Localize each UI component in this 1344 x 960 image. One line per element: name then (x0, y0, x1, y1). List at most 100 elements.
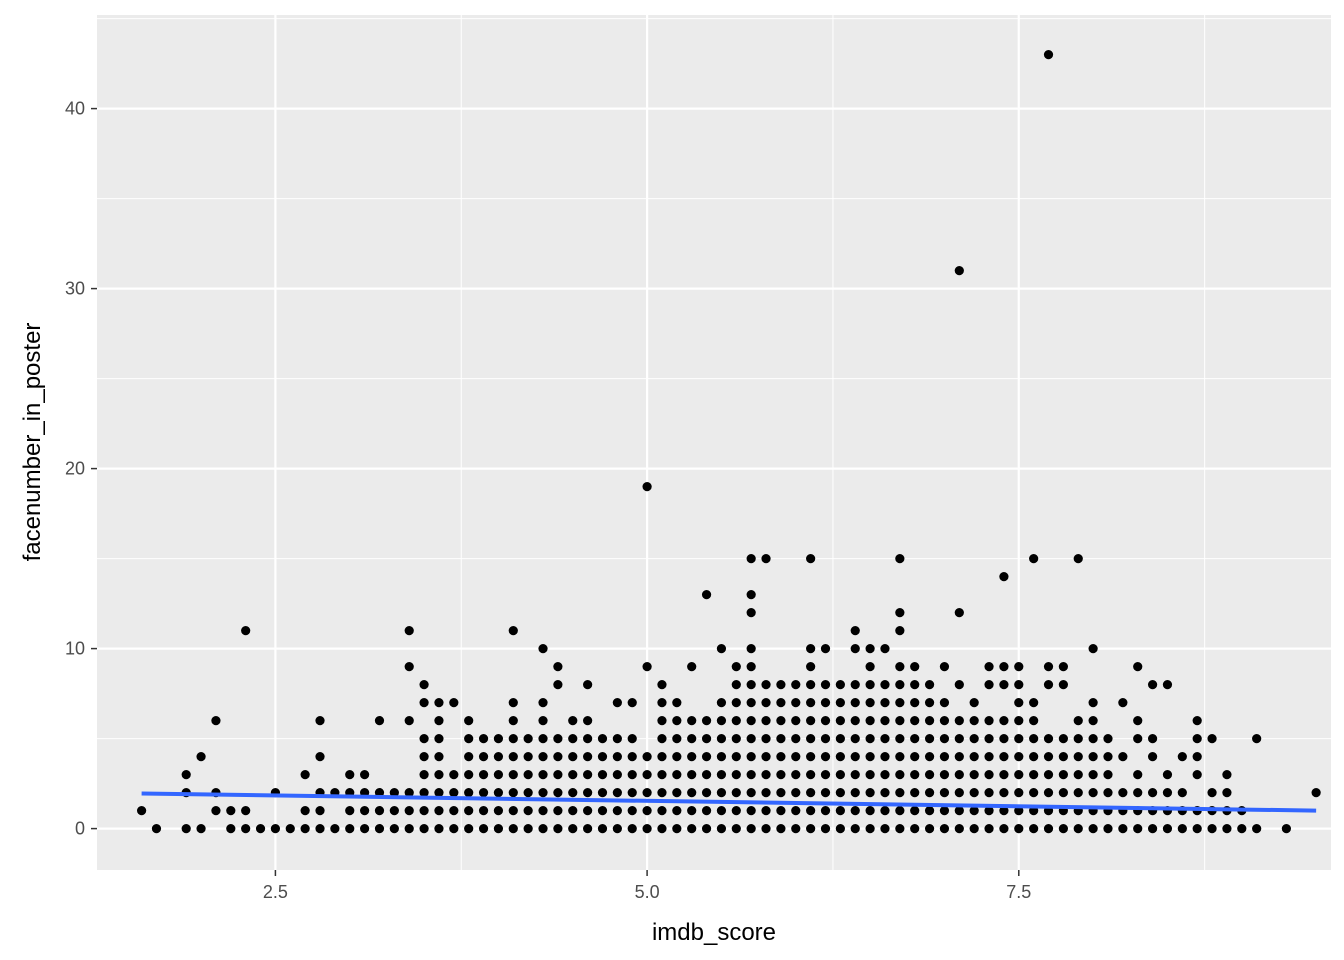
data-point (895, 716, 905, 726)
data-point (746, 680, 756, 690)
data-point (806, 806, 816, 816)
data-point (776, 824, 786, 834)
data-point (924, 806, 935, 816)
data-point (1014, 770, 1024, 780)
data-point (984, 824, 994, 834)
data-point (850, 626, 860, 636)
y-tick-label: 40 (65, 99, 85, 119)
data-point (984, 770, 994, 780)
data-point (211, 716, 221, 726)
data-point (627, 698, 637, 708)
data-point (404, 806, 414, 816)
data-point (612, 698, 622, 708)
data-point (1088, 716, 1098, 726)
data-point (270, 824, 281, 834)
data-point (1014, 662, 1024, 672)
data-point (895, 698, 905, 708)
data-point (1162, 824, 1173, 834)
data-point (776, 806, 786, 816)
data-point (984, 806, 994, 816)
data-point (820, 788, 831, 798)
data-point (1103, 734, 1113, 744)
data-point (226, 806, 236, 816)
data-point (835, 752, 845, 762)
data-point (746, 824, 756, 834)
data-point (1043, 770, 1054, 780)
data-point (865, 770, 875, 780)
data-point (1088, 644, 1098, 654)
data-point (345, 824, 355, 834)
data-point (1118, 824, 1128, 834)
data-point (939, 662, 950, 672)
data-point (954, 716, 964, 726)
data-point (315, 716, 325, 726)
data-point (627, 806, 637, 816)
data-point (583, 824, 593, 834)
data-point (969, 716, 979, 726)
data-point (657, 788, 667, 798)
data-point (672, 698, 682, 708)
data-point (672, 788, 682, 798)
data-point (419, 734, 429, 744)
data-point (672, 734, 682, 744)
data-point (716, 734, 727, 744)
data-point (374, 788, 385, 798)
data-point (776, 698, 786, 708)
data-point (508, 788, 518, 798)
data-point (865, 680, 875, 690)
data-point (1147, 788, 1158, 798)
data-point (568, 824, 578, 834)
data-point (1207, 788, 1217, 798)
data-point (642, 770, 652, 780)
data-point (716, 698, 727, 708)
data-point (895, 824, 905, 834)
data-point (761, 806, 771, 816)
data-point (597, 752, 608, 762)
data-point (895, 770, 905, 780)
data-point (1118, 752, 1128, 762)
data-point (568, 788, 578, 798)
data-point (1073, 752, 1083, 762)
data-point (939, 698, 950, 708)
data-point (1043, 680, 1054, 690)
data-point (1029, 752, 1039, 762)
data-point (241, 626, 251, 636)
data-point (508, 626, 518, 636)
data-point (910, 806, 920, 816)
data-point (493, 824, 504, 834)
data-point (657, 716, 667, 726)
data-point (910, 770, 920, 780)
data-point (404, 788, 414, 798)
data-point (241, 824, 251, 834)
data-point (389, 806, 399, 816)
y-tick-label: 20 (65, 459, 85, 479)
data-point (791, 752, 801, 762)
data-point (1043, 788, 1054, 798)
data-point (850, 788, 860, 798)
data-point (910, 680, 920, 690)
data-point (315, 824, 325, 834)
data-point (1088, 752, 1098, 762)
data-point (523, 788, 533, 798)
data-point (181, 824, 191, 834)
data-point (776, 734, 786, 744)
data-point (389, 788, 399, 798)
data-point (627, 788, 637, 798)
data-point (761, 554, 771, 564)
data-point (999, 788, 1009, 798)
data-point (464, 788, 474, 798)
data-point (1133, 770, 1143, 780)
data-point (508, 752, 518, 762)
data-point (1029, 770, 1039, 780)
data-point (999, 824, 1009, 834)
x-tick-label: 7.5 (1006, 882, 1031, 902)
data-point (880, 770, 890, 780)
data-point (597, 824, 608, 834)
data-point (1103, 824, 1113, 834)
data-point (731, 770, 741, 780)
data-point (612, 788, 622, 798)
data-point (1311, 788, 1321, 798)
data-point (642, 788, 652, 798)
data-point (597, 788, 608, 798)
data-point (1103, 752, 1113, 762)
